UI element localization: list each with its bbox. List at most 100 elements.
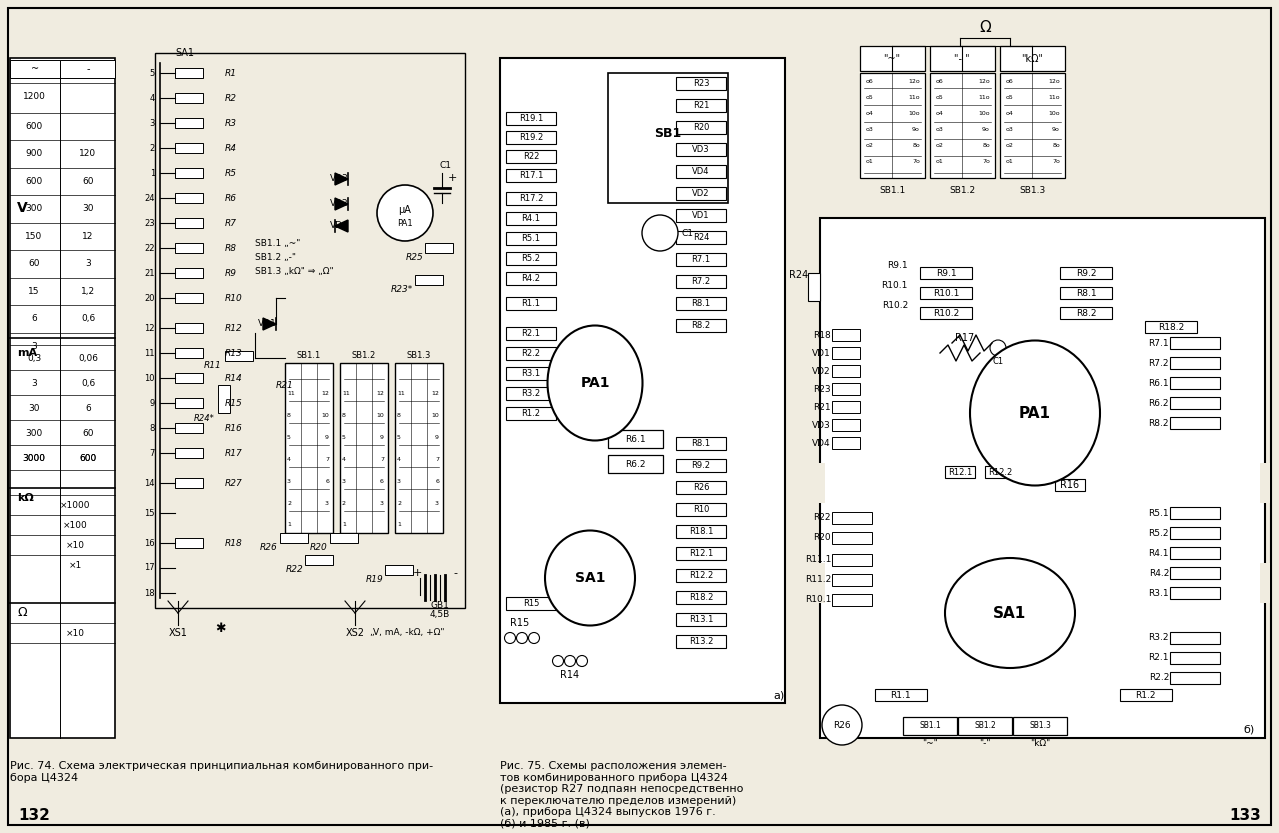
Text: R3.1: R3.1 [1149,588,1169,597]
Text: R21: R21 [693,101,709,109]
Text: R11.2: R11.2 [804,576,831,585]
Bar [506,297,556,310]
Text: R8: R8 [225,243,237,252]
Bar [1060,287,1111,299]
Text: SA1: SA1 [574,571,605,585]
Text: VD2: VD2 [812,367,831,376]
Text: 12: 12 [376,391,384,396]
Text: R22: R22 [523,152,540,161]
Bar [10,58,115,738]
Text: 7о: 7о [1053,158,1060,163]
Text: 600: 600 [26,122,42,131]
Text: 5: 5 [341,435,345,440]
Text: XS2: XS2 [345,628,365,638]
Bar [677,77,726,90]
Text: R26: R26 [833,721,851,730]
Text: R17: R17 [955,333,975,343]
Bar [175,193,203,203]
Text: R6: R6 [225,193,237,202]
Circle shape [377,185,434,241]
Text: R3: R3 [225,118,237,127]
Text: R9.1: R9.1 [888,261,908,270]
Text: Ω: Ω [17,606,27,620]
Text: 10: 10 [376,412,384,417]
Bar [815,463,825,503]
Bar [677,437,726,450]
Text: 22: 22 [145,243,155,252]
Text: о5: о5 [936,94,944,99]
Text: ✱: ✱ [215,621,225,635]
Text: R21: R21 [275,381,293,390]
Text: 3: 3 [286,478,292,483]
Bar [833,401,859,413]
Bar [225,351,253,361]
Text: R19.2: R19.2 [519,132,544,142]
Text: 0,6: 0,6 [81,378,95,387]
Bar [506,407,556,420]
Bar [1120,689,1172,701]
Text: ×10: ×10 [65,629,84,637]
Text: 15: 15 [28,287,40,296]
Bar [833,594,872,606]
Text: R22: R22 [813,513,831,522]
Text: R23*: R23* [391,285,413,293]
Bar [1145,321,1197,333]
Text: 6: 6 [325,478,329,483]
Bar [875,689,927,701]
Text: "- ": "- " [954,54,969,64]
Text: 21: 21 [145,268,155,277]
Text: R10.1: R10.1 [804,596,831,605]
Text: SB1.3: SB1.3 [1019,186,1045,194]
Bar [175,348,203,358]
Bar [815,563,825,603]
Text: 900: 900 [26,148,42,157]
Text: 14: 14 [145,478,155,487]
Bar [930,46,995,71]
Text: 2: 2 [396,501,402,506]
Text: 6: 6 [380,478,384,483]
Ellipse shape [545,531,634,626]
Text: 300: 300 [26,203,42,212]
Bar [175,143,203,153]
Text: 1200: 1200 [23,92,46,101]
Text: R12.2: R12.2 [689,571,714,580]
Text: R6.1: R6.1 [624,435,646,443]
Text: о3: о3 [936,127,944,132]
Bar [330,533,358,543]
Text: 3: 3 [341,478,347,483]
Text: 8о: 8о [982,142,990,147]
Text: C1: C1 [993,357,1004,366]
Text: PA1: PA1 [398,218,413,227]
Text: 6: 6 [435,478,439,483]
Bar [506,192,556,205]
Bar [833,365,859,377]
Text: 1,2: 1,2 [81,287,95,296]
Bar [506,169,556,182]
Text: 9: 9 [380,435,384,440]
Text: „V, mA, -kΩ, +Ω": „V, mA, -kΩ, +Ω" [370,629,445,637]
Text: 8о: 8о [1053,142,1060,147]
Text: 11о: 11о [908,94,920,99]
Text: 12: 12 [145,323,155,332]
Bar [945,466,975,478]
Text: -: - [86,64,90,74]
Text: R4.1: R4.1 [1149,548,1169,557]
Bar [285,363,333,533]
Text: Рис. 75. Схемы расположения элемен-
тов комбинированного прибора Ц4324
(резистор: Рис. 75. Схемы расположения элемен- тов … [500,761,743,829]
Text: 5: 5 [286,435,290,440]
Bar [833,329,859,341]
Text: 11: 11 [396,391,404,396]
Text: 9: 9 [435,435,439,440]
Text: R24*: R24* [194,413,215,422]
Bar [677,187,726,200]
Text: R8.2: R8.2 [692,321,711,330]
Text: R4: R4 [225,143,237,152]
Text: SB1.1: SB1.1 [879,186,906,194]
Text: R18.2: R18.2 [1157,322,1184,332]
Bar [930,73,995,178]
Text: SA1: SA1 [175,48,194,58]
Bar [608,73,728,203]
Text: R11: R11 [205,361,223,370]
Text: 12: 12 [321,391,329,396]
Text: R24: R24 [789,270,808,280]
